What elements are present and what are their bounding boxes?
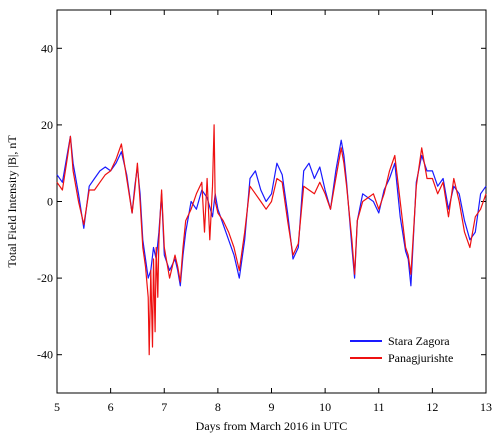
x-tick-label: 7 (161, 400, 167, 414)
legend: Stara Zagora Panagjurishte (350, 334, 453, 365)
y-tick-label: -40 (37, 348, 53, 362)
x-tick-label: 11 (373, 400, 385, 414)
y-tick-label: 20 (41, 118, 53, 132)
y-axis-ticks: -40 -20 0 20 40 (37, 41, 486, 362)
legend-label-stara-zagora: Stara Zagora (388, 334, 450, 348)
series-line-panagjurishte (56, 124, 487, 356)
x-tick-label: 13 (480, 400, 492, 414)
y-tick-label: 0 (47, 195, 53, 209)
x-tick-label: 10 (319, 400, 331, 414)
x-axis-label: Days from March 2016 in UTC (196, 419, 348, 433)
x-tick-label: 9 (269, 400, 275, 414)
x-axis-ticks: 5 6 7 8 9 10 11 12 13 (54, 10, 492, 414)
y-tick-label: -20 (37, 271, 53, 285)
x-tick-label: 12 (426, 400, 438, 414)
series-line-stara-zagora (56, 135, 487, 287)
x-tick-label: 8 (215, 400, 221, 414)
x-tick-label: 6 (108, 400, 114, 414)
legend-label-panagjurishte: Panagjurishte (388, 351, 453, 365)
y-tick-label: 40 (41, 41, 53, 55)
x-tick-label: 5 (54, 400, 60, 414)
y-axis-label: Total Field Intensity |B|, nT (5, 135, 19, 268)
series-layer (56, 124, 487, 356)
